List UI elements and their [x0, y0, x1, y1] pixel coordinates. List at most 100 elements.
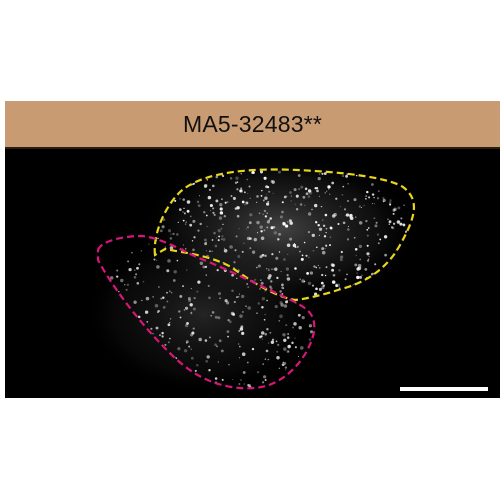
- speckle-dot: [183, 349, 188, 353]
- speckle-dot: [237, 343, 240, 345]
- speckle-dot: [224, 299, 228, 303]
- speckle-dot: [232, 196, 236, 200]
- speckle-dot: [241, 294, 245, 299]
- speckle-dot: [266, 220, 271, 224]
- speckle-dot: [331, 214, 336, 218]
- speckle-dot: [192, 307, 196, 311]
- speckle-dot: [372, 203, 374, 205]
- speckle-dot: [256, 371, 260, 374]
- speckle-dot: [390, 226, 394, 229]
- speckle-dot: [345, 213, 350, 217]
- speckle-dot: [289, 237, 293, 241]
- speckle-dot: [226, 330, 230, 333]
- speckle-dot: [400, 217, 403, 220]
- speckle-dot: [168, 290, 171, 293]
- speckle-dot: [157, 237, 159, 240]
- speckle-dot: [227, 335, 229, 338]
- speckle-dot: [307, 212, 312, 216]
- yellow-outline: [153, 168, 416, 302]
- speckle-dot: [346, 273, 348, 276]
- speckle-dot: [166, 300, 169, 303]
- speckle-dot: [251, 347, 255, 351]
- speckle-dot: [382, 197, 385, 200]
- speckle-dot: [365, 219, 368, 223]
- speckle-dot: [366, 234, 369, 237]
- speckle-dot: [373, 217, 376, 220]
- speckle-dot: [236, 214, 240, 218]
- speckle-dot: [277, 170, 282, 174]
- speckle-dot: [270, 226, 274, 230]
- speckle-dot: [258, 212, 261, 215]
- speckle-dot: [320, 281, 324, 285]
- speckle-dot: [321, 172, 324, 175]
- speckle-dot: [182, 219, 185, 222]
- speckle-dot: [329, 226, 333, 230]
- speckle-dot: [177, 221, 179, 223]
- speckle-dot: [217, 316, 221, 320]
- speckle-dot: [345, 174, 349, 178]
- panel-title: MA5-32483**: [182, 110, 322, 137]
- speckle-dot: [174, 199, 177, 202]
- speckle-dot: [245, 201, 249, 205]
- figure-panel: MA5-32483**: [5, 101, 500, 398]
- speckle-dot: [166, 269, 170, 273]
- speckle-dot: [240, 325, 244, 329]
- speckle-dot: [355, 254, 357, 257]
- speckle-dot: [241, 352, 246, 356]
- speckle-dot: [208, 369, 211, 372]
- speckle-dot: [245, 305, 247, 307]
- speckle-dot: [394, 209, 396, 211]
- speckle-dot: [264, 313, 266, 316]
- speckle-dot: [270, 340, 275, 344]
- speckle-dot: [272, 192, 274, 195]
- speckle-dot: [162, 306, 166, 309]
- speckle-dot: [347, 200, 349, 202]
- speckle-dot: [293, 322, 297, 326]
- speckle-dot: [126, 283, 130, 287]
- speckle-dot: [279, 301, 283, 305]
- speckle-dot: [342, 175, 344, 177]
- speckle-dot: [266, 299, 268, 302]
- speckle-dot: [170, 233, 172, 235]
- speckle-dot: [349, 213, 353, 218]
- speckle-dot: [140, 250, 143, 252]
- speckle-dot: [242, 311, 244, 313]
- speckle-dot: [160, 297, 163, 300]
- speckle-dot: [172, 279, 176, 282]
- speckle-dot: [325, 227, 328, 230]
- speckle-dot: [238, 345, 241, 348]
- speckle-dot: [339, 205, 342, 208]
- speckle-dot: [264, 215, 268, 218]
- speckle-dot: [315, 221, 318, 224]
- speckle-dot: [231, 289, 234, 292]
- speckle-dot: [285, 224, 289, 228]
- speckle-dot: [403, 204, 405, 207]
- speckle-dot: [364, 268, 368, 271]
- speckle-dot: [116, 269, 119, 272]
- speckle-dot: [236, 181, 239, 183]
- speckle-dot: [298, 325, 302, 330]
- speckle-dot: [300, 346, 304, 350]
- speckle-dot: [278, 232, 282, 236]
- speckle-dot: [199, 261, 204, 266]
- speckle-dot: [293, 242, 296, 245]
- speckle-dot: [349, 216, 354, 221]
- speckle-dot: [232, 378, 234, 381]
- speckle-dot: [312, 249, 315, 252]
- speckle-dot: [256, 201, 258, 203]
- speckle-dot: [202, 265, 206, 269]
- speckle-dot: [273, 231, 277, 235]
- speckle-dot: [152, 332, 154, 335]
- speckle-dot: [141, 299, 143, 302]
- speckle-dot: [238, 330, 241, 332]
- speckle-dot: [396, 220, 401, 224]
- speckle-dot: [287, 344, 291, 349]
- speckle-dot: [267, 342, 270, 344]
- speckle-dot: [359, 275, 362, 279]
- speckle-dot: [297, 174, 301, 177]
- speckle-dot: [286, 336, 290, 339]
- speckle-dot: [325, 266, 328, 269]
- speckle-dot: [182, 198, 185, 201]
- speckle-dot: [316, 189, 319, 193]
- speckle-dot: [168, 321, 171, 324]
